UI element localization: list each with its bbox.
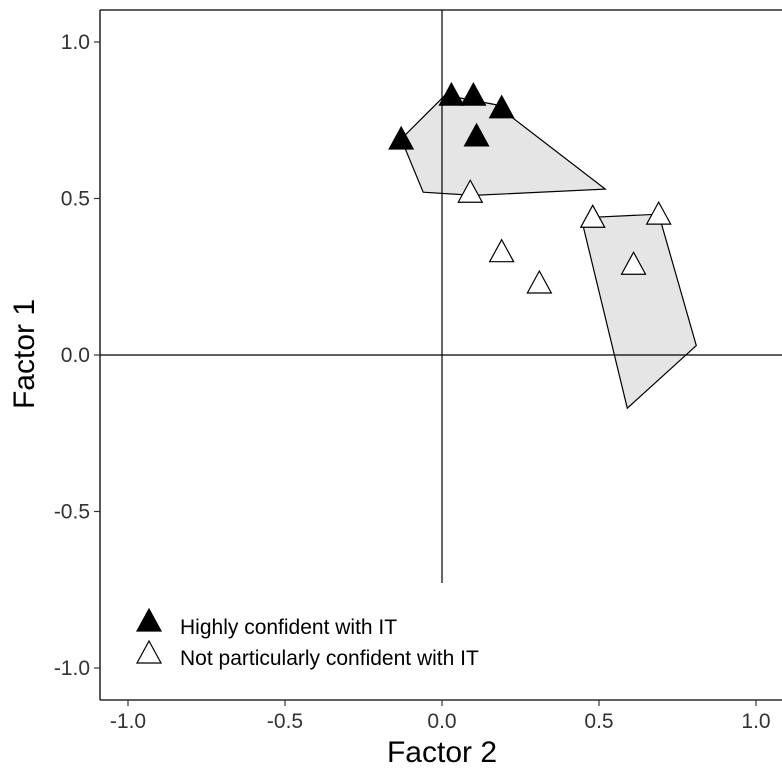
convex-hull-2 (582, 213, 697, 410)
y-tick-label: 0.5 (61, 188, 90, 211)
legend-open-triangle-icon (135, 639, 163, 664)
not-confident-point-6 (620, 250, 647, 275)
y-tick-label: 1.0 (61, 31, 90, 54)
x-tick-label: -1.0 (110, 710, 146, 733)
not-confident-point-3 (526, 269, 553, 294)
y-tick-label: -0.5 (54, 501, 90, 524)
x-tick-label: 0.0 (427, 710, 456, 733)
highly-confident-point-4 (463, 122, 490, 147)
highly-confident-point-2 (460, 81, 487, 106)
not-confident-point-2 (488, 238, 515, 263)
not-confident-point-1 (457, 178, 484, 203)
legend-label-not-confident: Not particularly confident with IT (180, 647, 479, 670)
y-tick-label: 0.0 (61, 344, 90, 367)
axis-ticks: -1.0 -0.5 0.0 0.5 1.0 -1.0 -0.5 0.0 0.5 1.0 (54, 31, 771, 733)
x-tick-label: 1.0 (741, 710, 770, 733)
x-tick-label: -0.5 (267, 710, 303, 733)
legend-filled-triangle-icon (135, 607, 163, 632)
hull-layer (400, 94, 697, 410)
highly-confident-point-5 (388, 125, 415, 150)
highly-confident-point-3 (488, 94, 515, 119)
highly-confident-point-1 (438, 81, 465, 106)
legend-label-highly-confident: Highly confident with IT (180, 616, 397, 639)
y-tick-label: -1.0 (54, 657, 90, 680)
y-axis-title: Factor 1 (8, 299, 41, 409)
x-tick-label: 0.5 (584, 710, 613, 733)
points-layer (388, 81, 672, 294)
legend: Highly confident with IT Not particularl… (135, 607, 479, 670)
not-confident-point-4 (579, 204, 606, 228)
not-confident-point-5 (645, 200, 672, 225)
x-axis-title: Factor 2 (387, 736, 497, 768)
